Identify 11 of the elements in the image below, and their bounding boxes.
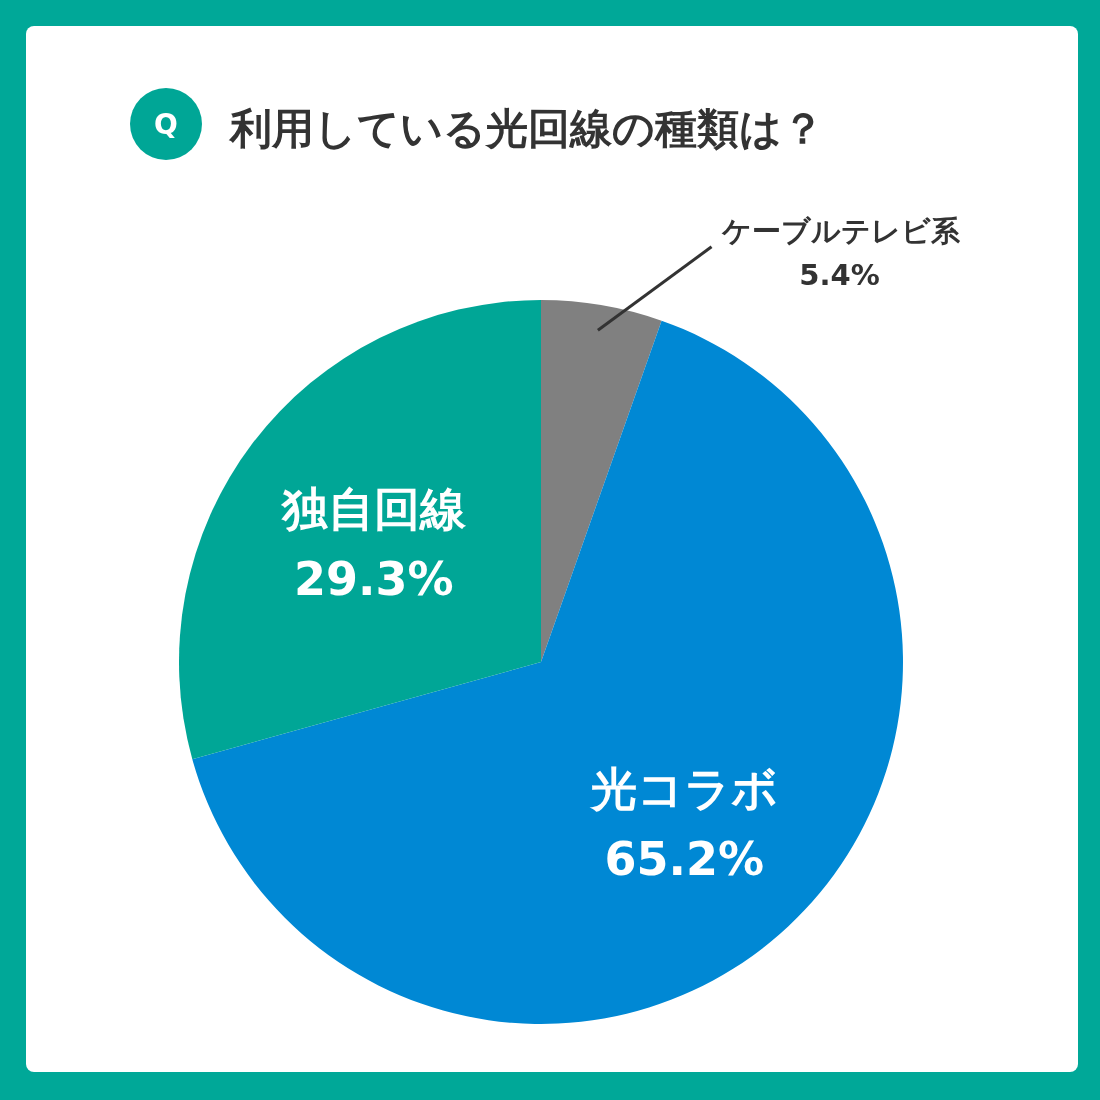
slice-label: ケーブルテレビ系 — [720, 213, 961, 248]
slice-label: 光コラボ — [588, 762, 778, 817]
data-label: 29.3% — [293, 552, 454, 607]
pie-slice — [541, 300, 662, 662]
chart-title: 利用している光回線の種類は？ — [228, 104, 824, 153]
badge: Q — [130, 88, 202, 160]
data-label: 5.4% — [799, 257, 880, 292]
data-label: 65.2% — [604, 832, 765, 887]
pie-slice — [192, 320, 903, 1024]
slice-label: 独自回線 — [279, 482, 467, 537]
pie-slice — [179, 300, 541, 760]
